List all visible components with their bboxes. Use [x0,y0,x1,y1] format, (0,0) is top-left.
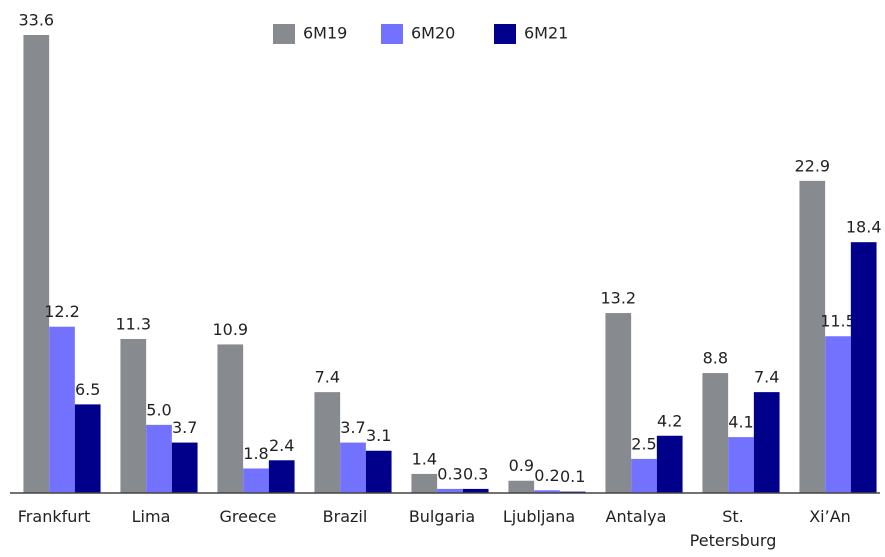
data-label: 7.4 [315,368,340,387]
legend-swatch [273,24,295,44]
data-label: 0.9 [509,456,534,475]
x-tick-label: St. Petersburg [689,507,777,550]
bar [508,480,535,493]
data-label: 7.4 [754,368,779,387]
bar [850,242,877,493]
legend-label: 6M20 [411,24,455,43]
legend-swatch [494,24,516,44]
data-label: 4.1 [728,413,753,432]
bar [365,450,392,493]
bar [702,373,729,493]
data-label: 8.8 [703,349,728,368]
bar [605,313,632,493]
bar [631,458,657,493]
bar [753,392,780,493]
bar [146,424,172,493]
data-label: 0.3 [437,464,462,483]
bar [171,442,198,493]
data-label: 3.1 [366,426,391,445]
bar [120,338,147,493]
data-label: 1.8 [243,444,268,463]
data-label: 18.4 [846,218,882,237]
data-label: 2.5 [631,434,656,453]
x-tick-label: Brazil [322,507,368,526]
data-label: 1.4 [412,449,437,468]
bar [411,473,438,493]
x-tick-label: Lima [131,507,171,526]
data-label: 11.3 [115,314,151,333]
legend-label: 6M21 [524,24,568,43]
bar [23,35,50,493]
x-tick-label: Bulgaria [408,507,476,526]
data-label: 13.2 [600,289,636,308]
bar [314,392,341,493]
bar [437,488,463,493]
data-label: 22.9 [794,156,830,175]
bar [799,180,826,493]
x-tick-label: Frankfurt [17,507,91,526]
data-label: 11.5 [820,312,856,331]
data-label: 0.1 [560,467,585,486]
bar [217,344,244,493]
bar [49,326,75,493]
data-label: 3.7 [172,418,197,437]
data-label: 4.2 [657,411,682,430]
bar [728,437,754,493]
data-label: 10.9 [212,320,248,339]
bar [825,336,851,493]
x-tick-label: Xi’An [809,507,851,526]
bar [268,460,295,493]
bar [340,442,366,493]
data-label: 5.0 [146,400,171,419]
bar [534,490,560,493]
data-label: 2.4 [269,436,294,455]
data-label: 0.3 [463,464,488,483]
data-label: 3.7 [340,418,365,437]
x-tick-label: Greece [219,507,277,526]
data-label: 33.6 [18,11,54,30]
bar [462,488,489,493]
bar [656,435,683,493]
x-tick-label: Antalya [605,507,667,526]
bar [74,404,101,493]
x-tick-label: Ljubljana [502,507,576,526]
data-label: 12.2 [44,302,80,321]
legend-swatch [381,24,403,44]
bar [243,468,269,493]
data-label: 6.5 [75,380,100,399]
legend-label: 6M19 [303,24,347,43]
data-label: 0.2 [534,466,559,485]
